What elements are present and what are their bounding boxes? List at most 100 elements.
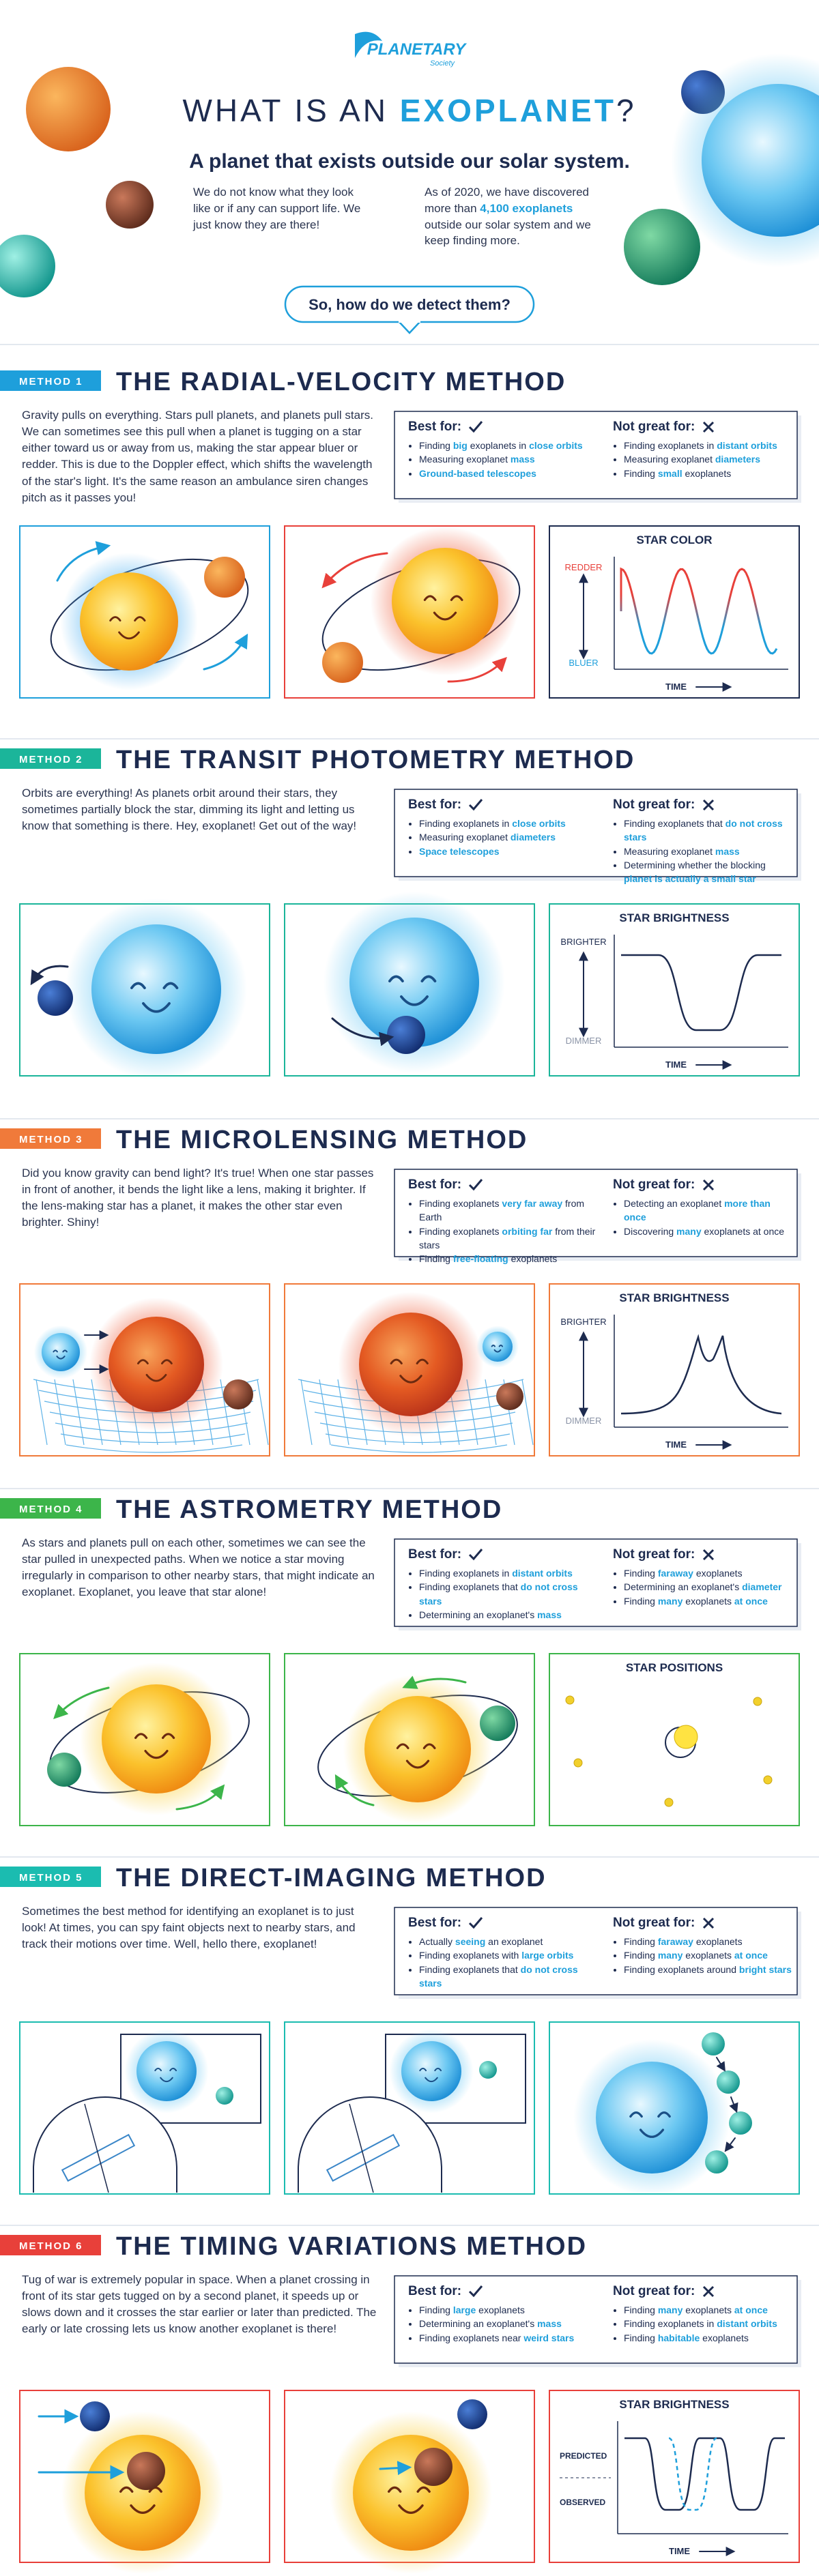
planet [127,2452,165,2490]
criteria-item: Finding small exoplanets [624,467,792,480]
text-run: exoplanets [693,1936,743,1947]
panel: STAR COLOR TIME REDDER BLUER [549,525,800,699]
star [596,2062,708,2174]
x-icon [703,1179,715,1191]
criteria-column: Best for: Finding exoplanets in close orb… [408,797,603,858]
x-icon [703,799,715,811]
criteria-item: Finding exoplanets orbiting far from the… [419,1225,603,1253]
text-run: Determining an exoplanet's [624,1581,743,1593]
text-run: exoplanets [476,2304,525,2315]
method-description: Orbits are everything! As planets orbit … [22,787,357,833]
text-run: exoplanets at once [701,1225,785,1237]
mesh-line [91,1379,103,1446]
method-title: THE DIRECT-IMAGING METHOD [116,1864,547,1892]
planet [38,980,73,1016]
star-face [388,975,437,1006]
criteria-list: Finding faraway exoplanetsDetermining an… [613,1566,792,1608]
text-run: Finding [624,1936,658,1947]
planet [322,642,363,683]
chart-bottom-label: DIMMER [566,1036,602,1046]
star [702,84,819,237]
criteria-item: Finding many exoplanets at once [624,1594,792,1608]
criteria-column: Best for: Finding exoplanets very far awa… [408,1177,603,1265]
light-curve [620,1334,782,1415]
telescope [326,2133,401,2182]
highlight: large [452,2304,476,2315]
heading-text: Best for: [408,1547,462,1562]
title-part: WHAT IS AN [182,93,388,128]
heading-text: Best for: [408,1177,462,1192]
logo-swoosh [355,31,382,58]
chart-title: STAR POSITIONS [626,1661,723,1674]
criteria-item: Finding exoplanets near weird stars [419,2331,603,2345]
heading-text: Not great for: [613,420,695,434]
planet [457,2399,487,2429]
criteria-list: Finding many exoplanets at onceFinding e… [613,2303,792,2345]
highlight: many [657,1950,683,1961]
criteria-column: Not great for: Finding exoplanets that do… [613,797,792,886]
criteria-item: Finding exoplanets that do not cross sta… [419,1580,603,1608]
text-run: Finding [624,2332,658,2343]
star-face [419,2068,442,2083]
arrow [203,633,248,671]
text-run: Finding exoplanets in [419,1568,513,1579]
mesh-line [300,1379,313,1446]
text-run: Finding exoplanets in [624,2318,717,2330]
wave [620,567,778,655]
criteria-box [394,2275,798,2364]
heading-text: Best for: [408,797,462,812]
x-icon [703,1549,715,1561]
text-run: exoplanets [682,467,732,479]
criteria-item: Measuring exoplanet mass [624,845,792,858]
x-icon [703,421,715,433]
highlight: many [657,2304,683,2315]
criteria-item: Finding exoplanets in distant orbits [419,1566,603,1580]
text-run: Detecting an exoplanet [624,1198,725,1209]
star-face [109,616,146,640]
heading-text: Not great for: [613,797,695,812]
text-run: Finding [624,1568,658,1579]
text-run: exoplanets in [467,440,530,451]
highlight: very far away [502,1198,563,1209]
criteria-item: Determining an exoplanet's diameter [624,1580,792,1594]
highlight: mass [537,2318,562,2330]
icon [703,421,715,433]
star [91,924,221,1054]
icon [469,1179,483,1191]
highlight: close orbits [529,440,583,451]
highlight: Space telescopes [419,845,500,857]
planet [26,67,111,151]
check-icon [469,1179,483,1191]
criteria-box [394,1907,798,1995]
star-face [491,1345,504,1353]
criteria-item: Measuring exoplanet diameters [419,830,603,844]
highlight: mass [510,454,535,465]
text-run: Measuring exoplanet [419,454,511,465]
heading-text: Not great for: [613,2284,695,2298]
panel [19,898,270,1080]
star [392,548,498,654]
text-run: Finding exoplanets that [419,1963,521,1975]
mesh-line [257,1379,269,1446]
panel [19,1283,270,1457]
x-icon [703,1917,715,1929]
field-star [763,1775,773,1785]
arrow [379,2461,412,2476]
highlight: distant orbits [717,440,777,451]
star [674,1725,698,1749]
x-icon [703,2285,715,2298]
planet [729,2111,752,2135]
method-title: THE ASTROMETRY METHOD [116,1495,502,1524]
criteria-item: Detecting an exoplanet more than once [624,1197,792,1225]
criteria-column: Not great for: Finding many exoplanets at… [613,2284,792,2345]
planet [480,1706,515,1741]
criteria-item: Finding exoplanets with large orbits [419,1948,603,1962]
chart-x-label: TIME [665,1059,687,1070]
panel-frame [549,525,800,699]
criteria-list: Finding exoplanets in close orbitsMeasur… [408,817,603,858]
highlight: bright stars [738,1963,792,1975]
criteria-heading: Not great for: [613,1177,792,1192]
text-run: Finding [624,1950,658,1961]
title-part: ? [616,93,637,128]
method-label: METHOD 6 [19,2240,83,2252]
